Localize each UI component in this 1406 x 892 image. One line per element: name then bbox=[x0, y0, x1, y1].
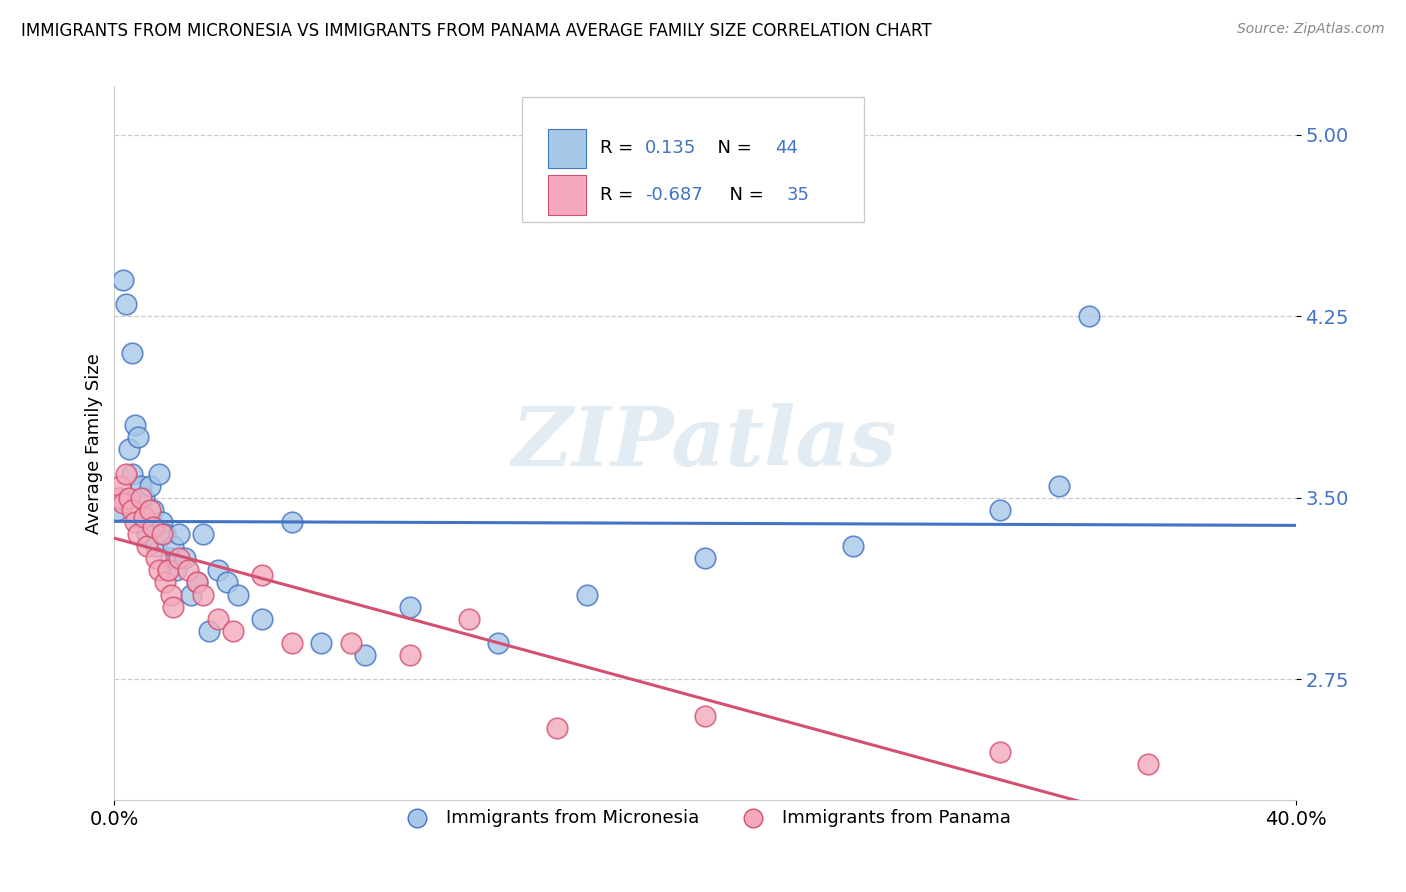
Point bbox=[159, 588, 181, 602]
Point bbox=[159, 551, 181, 566]
Point bbox=[139, 503, 162, 517]
Point bbox=[142, 520, 165, 534]
Point bbox=[221, 624, 243, 638]
Point bbox=[398, 599, 420, 614]
Point bbox=[150, 515, 173, 529]
Point bbox=[693, 708, 716, 723]
Text: -0.687: -0.687 bbox=[645, 186, 703, 204]
Y-axis label: Average Family Size: Average Family Size bbox=[86, 353, 103, 533]
Point bbox=[129, 491, 152, 505]
Bar bbox=[548, 128, 586, 168]
Point bbox=[546, 721, 568, 735]
Point bbox=[841, 539, 863, 553]
Point bbox=[1077, 310, 1099, 324]
Point bbox=[177, 563, 200, 577]
Point bbox=[139, 478, 162, 492]
Point bbox=[280, 515, 302, 529]
Point bbox=[156, 563, 179, 577]
Point bbox=[135, 539, 157, 553]
Text: R =: R = bbox=[600, 186, 638, 204]
Point bbox=[280, 636, 302, 650]
Point bbox=[169, 551, 191, 566]
Point bbox=[115, 297, 138, 311]
Text: N =: N = bbox=[718, 186, 769, 204]
Point bbox=[145, 551, 167, 566]
Point bbox=[191, 527, 214, 541]
Point bbox=[110, 491, 132, 505]
FancyBboxPatch shape bbox=[522, 97, 865, 222]
Point bbox=[309, 636, 332, 650]
Point bbox=[250, 612, 273, 626]
Text: IMMIGRANTS FROM MICRONESIA VS IMMIGRANTS FROM PANAMA AVERAGE FAMILY SIZE CORRELA: IMMIGRANTS FROM MICRONESIA VS IMMIGRANTS… bbox=[21, 22, 932, 40]
Point bbox=[198, 624, 221, 638]
Point bbox=[118, 442, 141, 457]
Point bbox=[215, 575, 238, 590]
Point bbox=[124, 418, 146, 433]
Point bbox=[148, 563, 170, 577]
Point bbox=[153, 575, 176, 590]
Point bbox=[398, 648, 420, 662]
Point bbox=[153, 527, 176, 541]
Point bbox=[150, 527, 173, 541]
Bar bbox=[548, 176, 586, 215]
Point bbox=[105, 503, 128, 517]
Point bbox=[354, 648, 377, 662]
Point bbox=[132, 515, 155, 529]
Point bbox=[162, 539, 184, 553]
Point bbox=[988, 503, 1011, 517]
Point bbox=[132, 510, 155, 524]
Point bbox=[118, 491, 141, 505]
Point bbox=[186, 575, 208, 590]
Point bbox=[115, 467, 138, 481]
Point bbox=[180, 588, 202, 602]
Point bbox=[486, 636, 509, 650]
Text: 0.135: 0.135 bbox=[645, 139, 696, 158]
Point bbox=[250, 568, 273, 582]
Point bbox=[693, 551, 716, 566]
Point bbox=[207, 563, 229, 577]
Point bbox=[575, 588, 598, 602]
Point bbox=[1047, 478, 1070, 492]
Point bbox=[165, 563, 187, 577]
Point bbox=[186, 575, 208, 590]
Point bbox=[145, 539, 167, 553]
Point bbox=[110, 478, 132, 492]
Point bbox=[169, 527, 191, 541]
Point bbox=[127, 430, 149, 444]
Point bbox=[105, 491, 128, 505]
Text: N =: N = bbox=[706, 139, 758, 158]
Point bbox=[228, 588, 250, 602]
Point bbox=[132, 491, 155, 505]
Text: 44: 44 bbox=[775, 139, 797, 158]
Text: R =: R = bbox=[600, 139, 638, 158]
Point bbox=[457, 612, 479, 626]
Point bbox=[129, 478, 152, 492]
Point bbox=[162, 599, 184, 614]
Point bbox=[121, 467, 143, 481]
Point bbox=[339, 636, 361, 650]
Point bbox=[112, 495, 135, 509]
Point bbox=[1136, 756, 1159, 771]
Point bbox=[127, 527, 149, 541]
Text: Source: ZipAtlas.com: Source: ZipAtlas.com bbox=[1237, 22, 1385, 37]
Point bbox=[988, 745, 1011, 759]
Point bbox=[135, 527, 157, 541]
Point bbox=[148, 467, 170, 481]
Point bbox=[112, 273, 135, 287]
Point bbox=[121, 503, 143, 517]
Point bbox=[207, 612, 229, 626]
Point bbox=[191, 588, 214, 602]
Legend: Immigrants from Micronesia, Immigrants from Panama: Immigrants from Micronesia, Immigrants f… bbox=[392, 802, 1018, 834]
Point bbox=[142, 503, 165, 517]
Point bbox=[121, 345, 143, 359]
Text: 35: 35 bbox=[786, 186, 810, 204]
Text: ZIPatlas: ZIPatlas bbox=[512, 403, 898, 483]
Point bbox=[174, 551, 197, 566]
Point bbox=[124, 515, 146, 529]
Point bbox=[156, 563, 179, 577]
